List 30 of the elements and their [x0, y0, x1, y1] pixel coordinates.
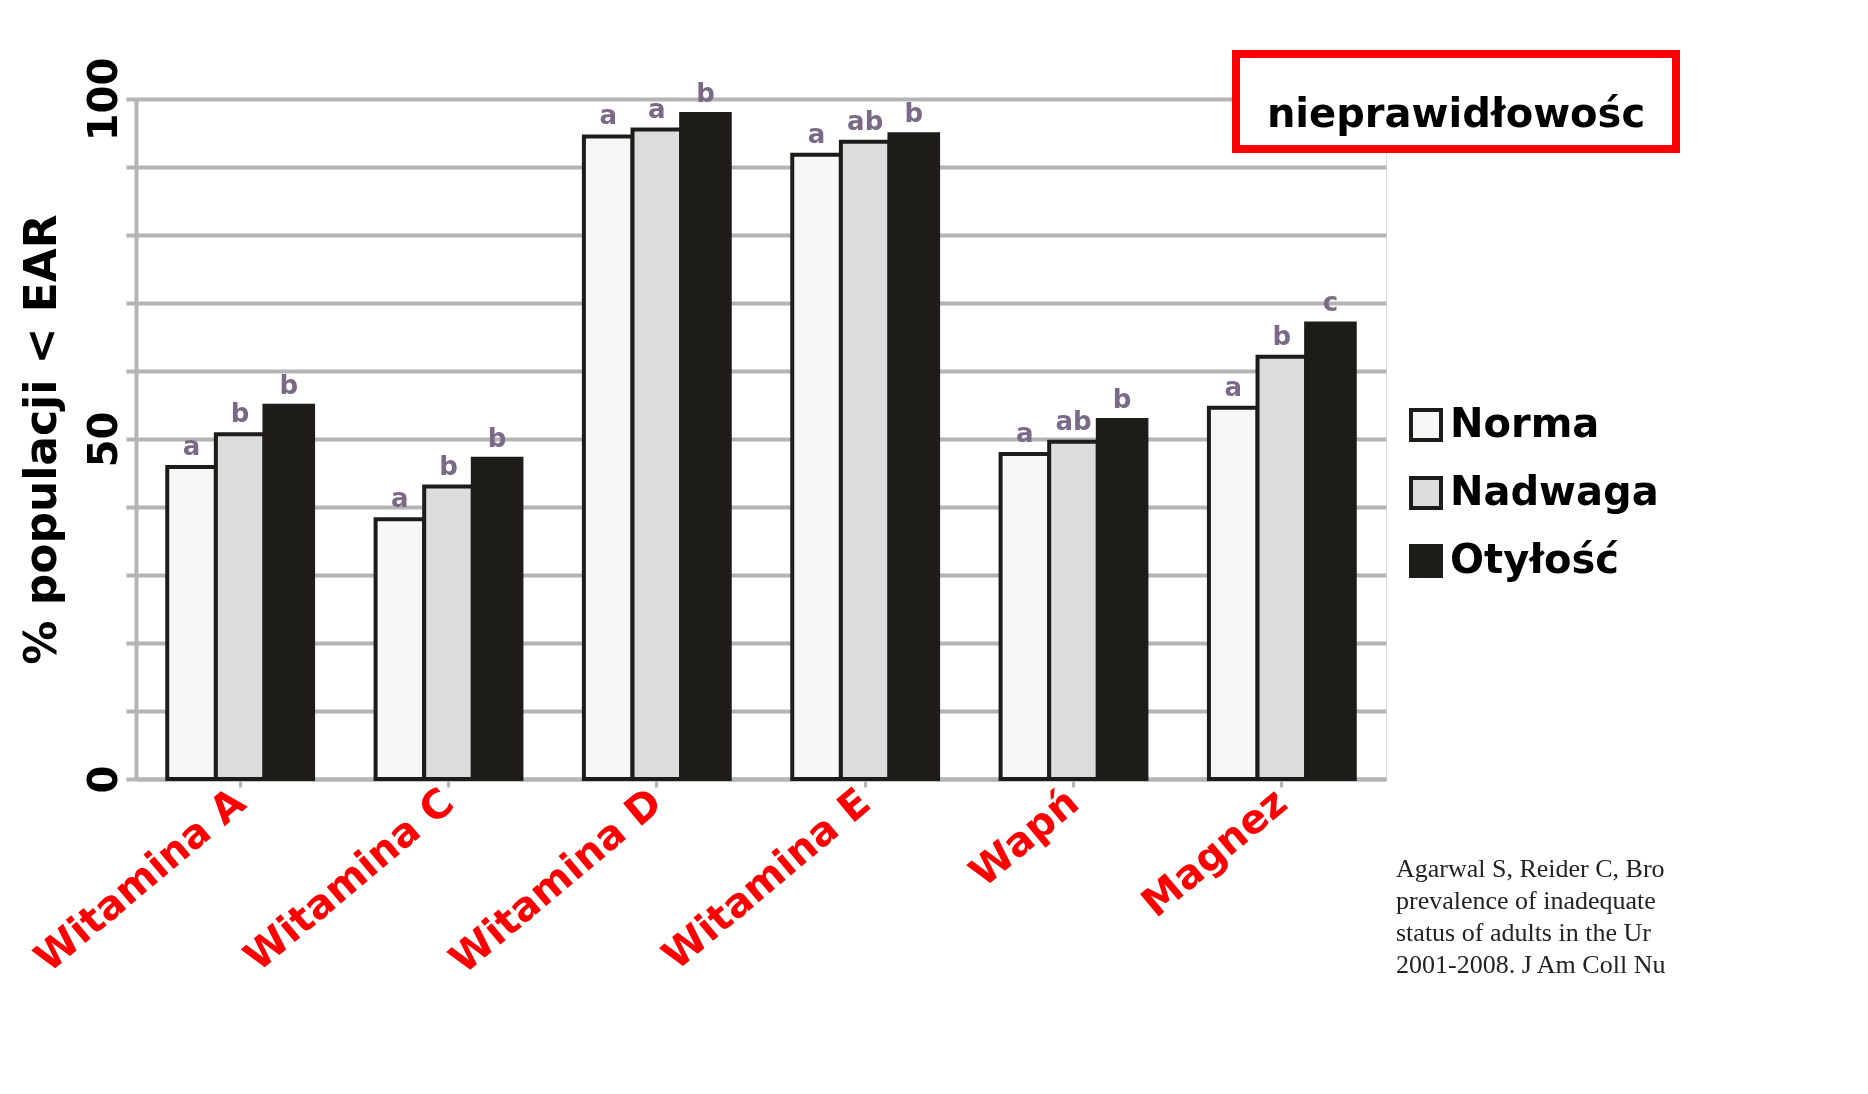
data-label: ab [1055, 405, 1092, 436]
data-label: b [230, 398, 250, 429]
y-axis-title: % populacji < EAR [14, 214, 66, 665]
data-label: a [599, 100, 617, 131]
data-label: b [1112, 383, 1132, 414]
data-label: b [279, 369, 299, 400]
legend-label: Nadwaga [1450, 468, 1659, 514]
data-label: a [182, 430, 201, 461]
data-label: a [391, 483, 409, 514]
data-label: b [1272, 320, 1292, 351]
text: prevalence of inadequate [1396, 886, 1656, 915]
data-label: a [1016, 417, 1034, 448]
y-tick-label: 50 [79, 411, 126, 468]
data-label: a [807, 118, 826, 149]
legend-label: Norma [1450, 400, 1600, 446]
data-label: b [696, 77, 715, 108]
data-label: b [487, 422, 507, 453]
y-tick-label: 100 [79, 57, 126, 142]
data-label: a [648, 93, 666, 124]
text: 2001-2008. J Am Coll Nu [1396, 950, 1666, 979]
text: status of adults in the Ur [1396, 918, 1652, 947]
data-label: ab [847, 105, 884, 136]
data-label: b [904, 98, 924, 129]
data-label: a [1224, 371, 1242, 402]
text: Agarwal S, Reider C, Bro [1396, 854, 1665, 883]
legend-label: Otyłość [1450, 536, 1620, 582]
data-label: c [1322, 287, 1339, 318]
annotation: nieprawidłowośc [1266, 90, 1646, 136]
y-tick-label: 0 [79, 765, 126, 794]
data-label: b [439, 450, 458, 481]
